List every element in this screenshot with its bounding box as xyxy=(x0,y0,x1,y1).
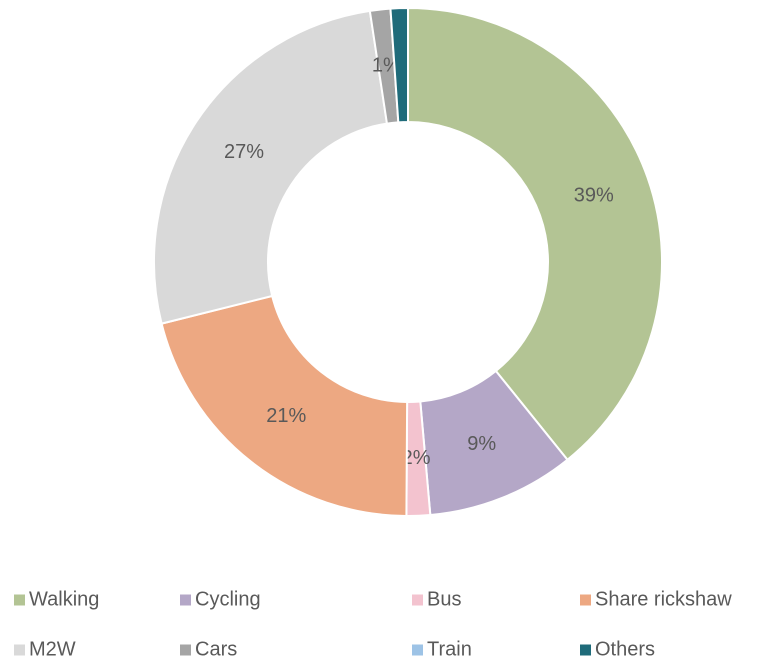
legend-label: Cars xyxy=(195,638,237,660)
value-label: 2% xyxy=(402,447,431,469)
legend-marker xyxy=(412,594,423,606)
legend-label: Share rickshaw xyxy=(595,588,732,610)
legend-marker xyxy=(180,594,191,606)
donut-segment xyxy=(153,9,389,325)
legend-marker xyxy=(14,594,25,606)
legend-marker xyxy=(412,644,423,656)
legend-label: Cycling xyxy=(195,588,261,610)
value-label: 9% xyxy=(467,433,496,455)
legend-marker xyxy=(580,644,591,656)
legend-marker xyxy=(580,594,591,606)
legend-label: Train xyxy=(427,638,472,660)
legend-label: Others xyxy=(595,638,655,660)
legend-marker xyxy=(180,644,191,656)
legend-label: Bus xyxy=(427,588,461,610)
donut-segment xyxy=(407,6,663,462)
value-label: 27% xyxy=(224,141,264,163)
legend-label: M2W xyxy=(29,638,76,660)
legend-marker xyxy=(14,644,25,656)
value-label: 21% xyxy=(266,405,306,427)
donut-segment xyxy=(160,294,409,518)
value-label: 39% xyxy=(574,185,614,207)
legend-label: Walking xyxy=(29,588,99,610)
donut-segment xyxy=(389,6,409,124)
